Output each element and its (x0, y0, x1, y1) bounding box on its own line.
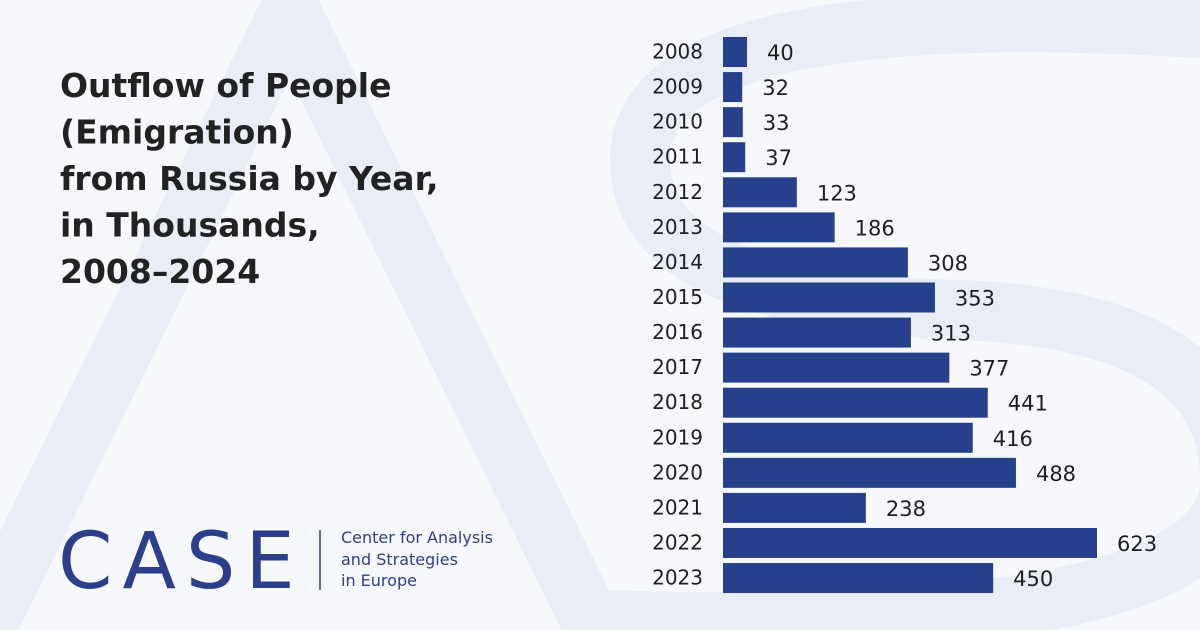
bar (723, 387, 988, 418)
value-label: 377 (969, 357, 1009, 381)
y-tick-label: 2008 (652, 40, 703, 64)
logo-tagline: Center for Analysis (341, 528, 493, 547)
value-label: 441 (1008, 392, 1048, 416)
y-tick-label: 2019 (652, 425, 703, 449)
value-label: 488 (1036, 462, 1076, 486)
title-line: 2008–2024 (60, 252, 260, 291)
y-tick-label: 2022 (652, 530, 703, 554)
value-label: 123 (817, 181, 857, 205)
title-line: in Thousands, (60, 206, 320, 245)
bar (723, 107, 743, 138)
title: Outflow of People (Emigration) from Russia… (60, 66, 439, 291)
title-line: Outflow of People (60, 66, 392, 105)
value-label: 186 (855, 216, 895, 240)
y-tick-label: 2021 (652, 495, 703, 519)
logo-tagline: and Strategies (341, 550, 458, 569)
y-tick-label: 2023 (652, 566, 703, 590)
bar (723, 142, 746, 173)
y-tick-label: 2014 (652, 250, 703, 274)
bar (723, 282, 935, 313)
value-label: 40 (767, 41, 794, 65)
y-tick-label: 2016 (652, 320, 703, 344)
value-label: 238 (886, 497, 926, 521)
logo-tagline: in Europe (341, 571, 417, 590)
bar (723, 37, 748, 67)
y-tick-label: 2012 (652, 180, 703, 204)
y-tick-label: 2017 (652, 355, 703, 379)
value-label: 32 (762, 76, 789, 100)
bar (723, 317, 911, 348)
bar (723, 212, 835, 243)
y-tick-label: 2020 (652, 460, 703, 484)
value-label: 313 (931, 322, 971, 346)
bar (723, 563, 994, 594)
y-tick-label: 2011 (652, 145, 703, 169)
value-label: 623 (1117, 532, 1157, 556)
title-line: (Emigration) (60, 113, 294, 152)
bar (723, 457, 1016, 488)
value-label: 450 (1013, 567, 1053, 591)
bar (723, 492, 866, 523)
logo: CASE (58, 517, 305, 607)
bar (723, 177, 797, 208)
value-label: 37 (765, 146, 792, 170)
bg-letter-a (0, 0, 627, 630)
bar (723, 422, 973, 453)
bar (723, 247, 908, 278)
y-tick-label: 2018 (652, 390, 703, 414)
value-label: 353 (955, 286, 995, 310)
y-tick-label: 2015 (652, 285, 703, 309)
y-tick-label: 2010 (652, 110, 703, 134)
y-tick-label: 2013 (652, 215, 703, 239)
value-label: 33 (763, 111, 790, 135)
bar (723, 72, 743, 103)
value-label: 416 (993, 427, 1033, 451)
y-tick-label: 2009 (652, 75, 703, 99)
bar (723, 527, 1097, 558)
title-line: from Russia by Year, (60, 159, 439, 198)
bar (723, 352, 950, 383)
value-label: 308 (928, 251, 968, 275)
